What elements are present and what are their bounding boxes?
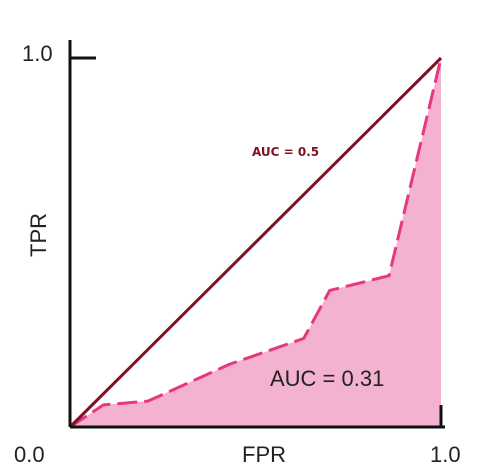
roc-curve-line [69,57,443,429]
diagonal-reference-line [68,56,443,429]
x-tick-label-1: 1.0 [430,442,461,467]
auc-curve-label: AUC = 0.31 [270,366,384,391]
x-axis-label: FPR [242,442,286,467]
plot-area [68,56,443,429]
y-axis-label: TPR [26,213,51,257]
auc-diagonal-label: AUC = 0.5 [252,145,319,159]
x-tick-label-0: 0.0 [14,442,45,467]
y-tick-label-1: 1.0 [22,41,53,66]
auc-area [70,58,441,427]
